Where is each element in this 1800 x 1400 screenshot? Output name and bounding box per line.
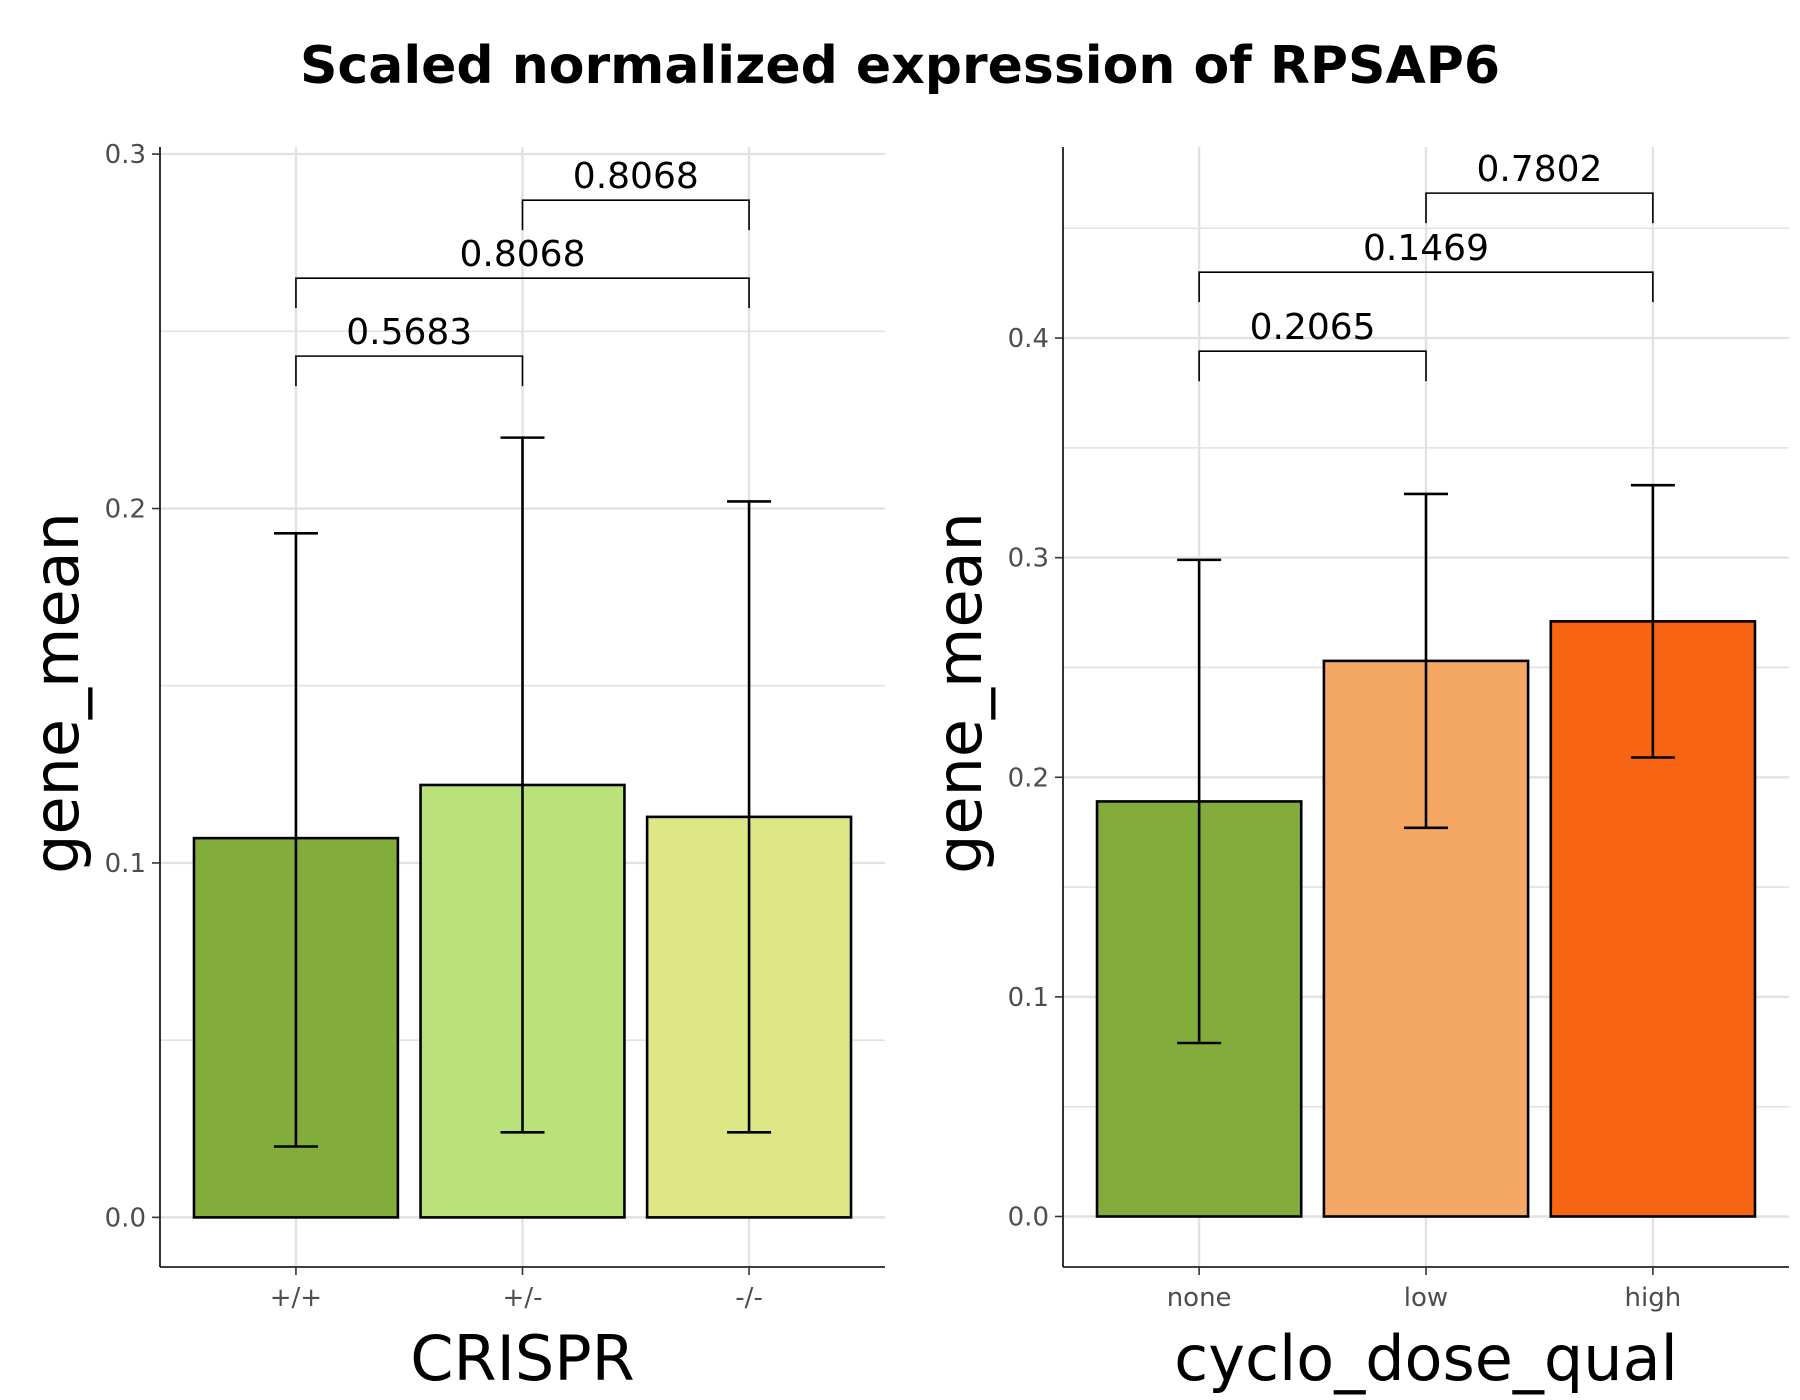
y-tick-label: 0.3: [1008, 544, 1049, 574]
comparison-bracket: [295, 355, 524, 387]
y-tick-label: 0.1: [1008, 983, 1049, 1013]
y-tick-label: 0.2: [1008, 763, 1049, 793]
chart-title: Scaled normalized expression of RPSAP6: [299, 36, 1501, 96]
y-axis-title: gene_mean: [20, 512, 93, 874]
comparison-bracket: [1425, 192, 1654, 224]
y-tick-label: 0.0: [1008, 1202, 1049, 1232]
x-axis-title: CRISPR: [410, 1322, 634, 1395]
panel-cyclo-dose: 0.0 0.1 0.2 0.3 0.4 none low high cyclo_dose_qua…: [923, 147, 1789, 1395]
comparison-p-value: 0.8068: [573, 156, 699, 197]
x-tick-label: +/+: [270, 1283, 322, 1313]
x-tick-label: +/-: [503, 1283, 543, 1313]
y-tick-label: 0.0: [105, 1203, 146, 1233]
y-axis-title: gene_mean: [923, 512, 996, 874]
x-axis-title: cyclo_dose_qual: [1174, 1322, 1678, 1395]
x-tick-label: none: [1167, 1283, 1232, 1313]
comparison-p-value: 0.7802: [1476, 149, 1602, 190]
y-tick-label: 0.3: [105, 140, 146, 170]
panel-crispr: 0.0 0.1 0.2 0.3 +/+ +/- -/- CRISPR gene_mean 0.56…: [20, 140, 885, 1395]
y-tick-label: 0.1: [105, 849, 146, 879]
x-tick-label: high: [1625, 1283, 1682, 1313]
x-tick-label: low: [1404, 1283, 1448, 1313]
y-tick-label: 0.4: [1008, 324, 1049, 354]
comparison-p-value: 0.8068: [460, 234, 586, 275]
y-tick-label: 0.2: [105, 495, 146, 525]
comparison-bracket: [521, 199, 750, 231]
x-tick-label: -/-: [735, 1283, 763, 1313]
comparison-p-value: 0.2065: [1250, 307, 1376, 348]
comparison-bracket: [295, 277, 750, 309]
comparison-bracket: [1198, 271, 1654, 303]
comparison-bracket: [1198, 350, 1427, 382]
comparison-p-value: 0.1469: [1363, 228, 1489, 269]
comparison-p-value: 0.5683: [346, 312, 472, 353]
